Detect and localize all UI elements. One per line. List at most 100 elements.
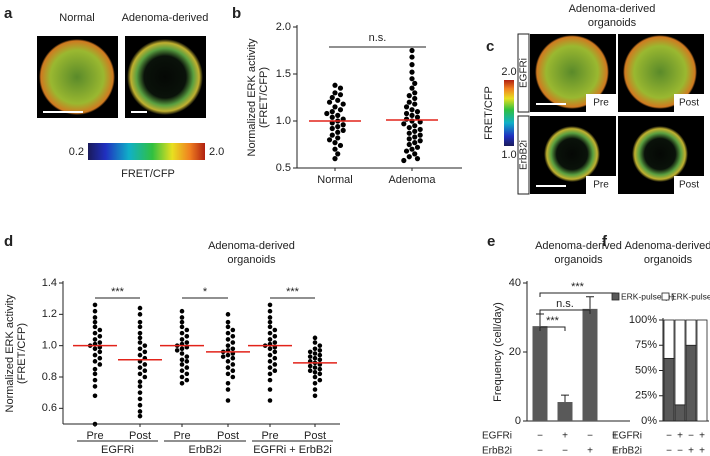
data-point [324, 110, 330, 117]
organoid [39, 39, 115, 115]
data-point [179, 357, 185, 363]
data-point [406, 130, 412, 136]
data-point [335, 129, 341, 135]
data-point [137, 324, 143, 330]
treatment-mark: − [688, 431, 694, 442]
x-tick-label: Post [304, 430, 326, 442]
data-point [184, 354, 190, 359]
data-point [137, 352, 143, 358]
data-point [179, 308, 185, 314]
data-point [142, 368, 148, 374]
data-point [137, 305, 143, 311]
data-point [184, 377, 190, 383]
data-point [417, 126, 423, 133]
panel-label: e [487, 233, 495, 250]
data-point [329, 109, 335, 115]
row-label: EGFRi [519, 58, 530, 88]
data-point [267, 308, 273, 314]
data-point [409, 118, 415, 124]
data-point [137, 371, 143, 377]
data-point [267, 387, 273, 392]
condition-label: Post [679, 180, 699, 191]
data-point [184, 327, 190, 333]
legend-label: ERK-pulse (+) [621, 291, 675, 301]
bar [532, 326, 548, 421]
x-tick-label: Pre [86, 430, 103, 442]
data-point [97, 327, 103, 333]
colorbar-tick-label: 1.0 [501, 149, 516, 161]
data-point [230, 362, 236, 367]
data-point [267, 352, 273, 358]
data-point [179, 380, 185, 386]
bar-segment [685, 319, 697, 346]
y-tick-label: 100% [629, 314, 657, 326]
data-point [317, 348, 323, 353]
chart-title: Adenoma-derived [535, 240, 622, 252]
data-point [317, 352, 323, 358]
significance-label: n.s. [556, 298, 574, 310]
data-point [179, 346, 185, 352]
data-point [312, 387, 318, 392]
image-caption: Normal [59, 12, 94, 24]
panel-label: b [232, 5, 241, 22]
data-point [340, 101, 346, 107]
data-point [92, 324, 98, 330]
significance-label: n.s. [369, 32, 387, 44]
data-point [225, 324, 231, 330]
data-point [272, 340, 278, 345]
data-point [92, 302, 98, 308]
data-point [184, 371, 190, 377]
data-point [317, 343, 323, 348]
data-point [97, 362, 103, 367]
treatment-mark: + [677, 431, 683, 442]
data-point [272, 349, 278, 355]
group-label: ErbB2i [188, 444, 221, 456]
treatment-mark: − [666, 446, 672, 456]
data-point [225, 319, 231, 325]
data-point [414, 144, 421, 150]
data-point [267, 315, 273, 320]
data-point [92, 377, 98, 383]
condition-label: Post [679, 98, 699, 109]
data-point [142, 362, 148, 367]
data-point [267, 371, 273, 377]
data-point [92, 352, 98, 358]
data-point [312, 340, 318, 345]
data-point [137, 330, 143, 336]
error-bar [536, 313, 544, 327]
data-point [417, 138, 423, 144]
data-point [414, 156, 421, 162]
data-point [179, 330, 185, 336]
data-point [184, 333, 190, 339]
data-point [414, 109, 421, 115]
data-point [403, 110, 410, 117]
data-point [267, 398, 273, 403]
data-point [312, 365, 318, 370]
data-point [179, 337, 185, 342]
bar-segment [674, 319, 686, 406]
treatment-mark: + [688, 446, 694, 456]
data-point [272, 355, 278, 361]
data-point [332, 140, 338, 146]
data-point [137, 312, 143, 317]
y-tick-label: 1.5 [276, 68, 291, 80]
chart-title: organoids [644, 254, 693, 266]
data-point [332, 146, 338, 152]
data-point [137, 319, 143, 325]
organoid [544, 126, 600, 182]
data-point [412, 140, 418, 146]
data-point [225, 343, 231, 348]
data-point [179, 374, 185, 380]
data-point [225, 352, 231, 358]
treatment-mark: + [699, 431, 705, 442]
data-point [92, 308, 98, 314]
data-point [312, 346, 318, 352]
colorbar-tick-label: 0.2 [69, 146, 84, 158]
significance-label: *** [571, 281, 585, 293]
y-tick-label: 0.5 [276, 162, 291, 174]
data-point [225, 337, 231, 342]
x-tick-label: Post [129, 430, 151, 442]
data-point [137, 346, 143, 352]
chart-title: organoids [554, 254, 603, 266]
